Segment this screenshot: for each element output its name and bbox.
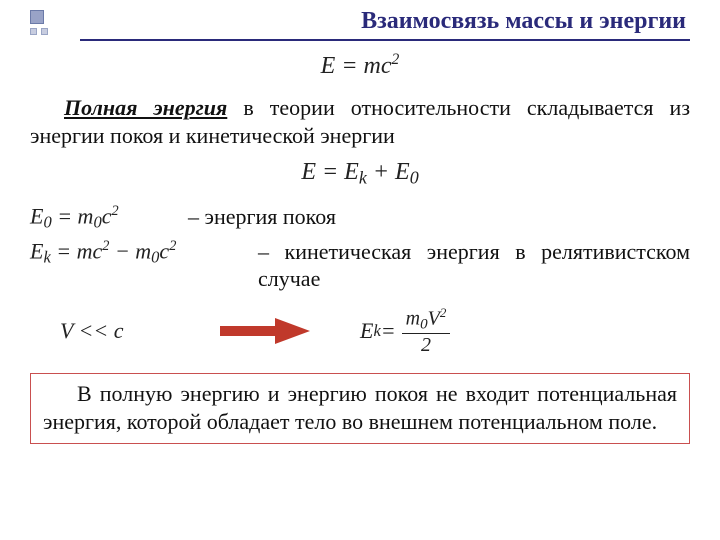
bullet-small bbox=[30, 28, 37, 35]
equation-rest: E0 = m0c2 bbox=[30, 203, 170, 232]
limit-condition: V << c bbox=[60, 318, 170, 344]
eq-part: E = E bbox=[301, 159, 359, 185]
note-text: В полную энергию и энергию покоя не вход… bbox=[43, 380, 677, 435]
slide-title: Взаимосвязь массы и энергии bbox=[80, 8, 690, 41]
equation-kinetic: Ek = mc2 − m0c2 bbox=[30, 238, 240, 267]
eq-part: c bbox=[102, 203, 112, 228]
note-box: В полную энергию и энергию покоя не вход… bbox=[30, 373, 690, 444]
emph-total-energy: Полная энергия bbox=[64, 95, 227, 120]
eq-part: = mc bbox=[51, 238, 103, 263]
equation-sum: E = Ek + E0 bbox=[30, 159, 690, 189]
paragraph-intro: Полная энергия в теории относительности … bbox=[30, 94, 690, 149]
bullet-large bbox=[30, 10, 44, 24]
eq-part: − m bbox=[109, 238, 151, 263]
arrow-icon bbox=[210, 316, 320, 346]
eq-part: = m bbox=[52, 203, 94, 228]
eq-part: = bbox=[381, 318, 396, 344]
eq-sub: 0 bbox=[410, 168, 419, 188]
eq-sup: 2 bbox=[440, 305, 447, 320]
row-rest-energy: E0 = m0c2 – энергия покоя bbox=[30, 203, 690, 232]
header: Взаимосвязь массы и энергии bbox=[30, 8, 690, 41]
eq-sub: 0 bbox=[420, 316, 428, 332]
eq-part: V bbox=[428, 308, 440, 330]
eq-sub: k bbox=[359, 168, 367, 188]
decor-bullets bbox=[30, 8, 80, 35]
eq-sub: 0 bbox=[93, 212, 101, 231]
eq-part: m bbox=[406, 308, 420, 330]
fraction-denominator: 2 bbox=[417, 334, 435, 357]
eq-part: E bbox=[360, 318, 373, 344]
eq-sub: k bbox=[373, 321, 380, 341]
eq-part: E bbox=[30, 203, 43, 228]
eq-part: + E bbox=[367, 159, 410, 185]
eq-sup: 2 bbox=[169, 238, 176, 254]
bullet-small bbox=[41, 28, 48, 35]
limit-row: V << c Ek = m0V2 2 bbox=[60, 305, 690, 357]
eq-sup: 2 bbox=[392, 51, 400, 68]
eq-part: E bbox=[30, 238, 43, 263]
row-kinetic-energy: Ek = mc2 − m0c2 – кинетическая энергия в… bbox=[30, 238, 690, 293]
rest-energy-label: – энергия покоя bbox=[170, 203, 336, 231]
eq-text: E = mc bbox=[321, 53, 392, 79]
fraction-numerator: m0V2 bbox=[402, 305, 451, 334]
eq-part: c bbox=[159, 238, 169, 263]
equation-main: E = mc2 bbox=[30, 51, 690, 80]
eq-sub: 0 bbox=[43, 212, 51, 231]
kinetic-energy-label: – кинетическая энергия в реляти­вист­ско… bbox=[240, 238, 690, 293]
eq-sup: 2 bbox=[111, 203, 118, 219]
eq-sub: k bbox=[43, 247, 50, 266]
equation-classical-kinetic: Ek = m0V2 2 bbox=[360, 305, 450, 357]
fraction: m0V2 2 bbox=[402, 305, 451, 357]
